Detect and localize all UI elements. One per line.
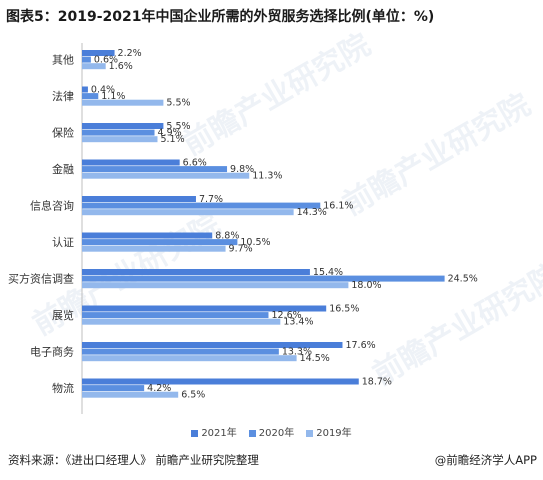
category-label: 信息咨询 <box>30 198 74 212</box>
bar <box>82 86 88 93</box>
data-label: 12.6% <box>271 310 301 321</box>
bar <box>82 355 297 362</box>
category-label: 法律 <box>52 89 74 103</box>
legend-swatch <box>306 429 314 437</box>
bar <box>82 99 164 106</box>
bar <box>82 239 238 246</box>
category-label: 物流 <box>52 381 74 395</box>
category-label: 电子商务 <box>30 344 74 358</box>
bar <box>82 275 445 282</box>
data-label: 14.3% <box>297 207 327 218</box>
category-label: 金融 <box>52 162 74 176</box>
legend-label: 2019年 <box>316 428 352 439</box>
bar <box>82 318 281 325</box>
source-note: 资料来源：《进出口经理人》 前瞻产业研究院整理 <box>8 453 259 467</box>
bar <box>82 63 106 70</box>
data-label: 6.5% <box>181 390 205 401</box>
bar <box>82 305 327 312</box>
bar <box>82 269 310 275</box>
bar <box>82 282 349 289</box>
data-label: 14.5% <box>300 353 330 364</box>
legend-label: 2021年 <box>201 428 237 439</box>
data-label: 10.5% <box>240 237 270 248</box>
bar <box>82 312 269 319</box>
data-label: 24.5% <box>448 273 478 284</box>
bar <box>82 159 180 166</box>
category-label: 其他 <box>52 53 74 66</box>
data-label: 0.6% <box>94 54 118 65</box>
bar <box>82 56 91 63</box>
bar <box>82 136 158 143</box>
data-label: 7.7% <box>199 194 223 205</box>
data-label: 13.4% <box>283 317 313 328</box>
legend-swatch <box>248 429 256 437</box>
data-label: 4.9% <box>158 127 182 138</box>
category-label: 认证 <box>52 236 74 249</box>
bar <box>82 196 196 202</box>
bar <box>82 385 145 392</box>
bar <box>82 232 213 239</box>
bar <box>82 93 99 100</box>
legend-item: 2020年 <box>248 424 295 439</box>
data-label: 11.3% <box>252 171 282 182</box>
data-label: 15.4% <box>313 267 343 278</box>
legend-item: 2021年 <box>191 424 237 439</box>
bar <box>82 391 179 398</box>
bar <box>82 348 279 355</box>
data-label: 1.1% <box>101 91 125 102</box>
bar <box>82 123 164 129</box>
legend-swatch <box>191 429 199 437</box>
data-label: 9.7% <box>229 244 253 255</box>
data-label: 17.6% <box>345 340 375 351</box>
legend-item: 2019年 <box>306 424 352 439</box>
data-label: 0.4% <box>91 84 115 95</box>
bar-chart: 0.0%5.0%10.0%15.0%20.0%25.0%30.0%其他2.2%0… <box>8 43 478 414</box>
data-label: 18.7% <box>362 376 392 387</box>
category-label: 展览 <box>52 308 74 322</box>
category-label: 保险 <box>52 125 74 139</box>
bar <box>82 342 343 348</box>
bar <box>82 166 228 173</box>
bar <box>82 209 294 216</box>
data-label: 1.6% <box>109 61 133 72</box>
data-label: 5.5% <box>166 98 190 109</box>
bar <box>82 172 250 179</box>
bar <box>82 129 155 136</box>
bar <box>82 378 359 385</box>
data-label: 5.1% <box>160 134 184 145</box>
legend-label: 2020年 <box>258 428 295 439</box>
category-label: 买方资信调查 <box>8 271 74 285</box>
bar <box>82 50 115 56</box>
chart-title: 图表5：2019-2021年中国企业所需的外贸服务选择比例(单位：%) <box>6 9 435 25</box>
brand-note: @前瞻经济学人APP <box>434 453 537 467</box>
bar <box>82 202 321 209</box>
data-label: 16.5% <box>329 303 359 314</box>
data-label: 8.8% <box>215 230 239 241</box>
data-label: 18.0% <box>351 280 381 291</box>
data-label: 5.5% <box>166 121 190 132</box>
data-label: 9.8% <box>230 164 254 175</box>
bar <box>82 245 226 252</box>
data-label: 16.1% <box>323 200 353 211</box>
data-label: 6.6% <box>183 157 207 168</box>
data-label: 13.3% <box>282 346 312 357</box>
chart-legend: 2021年 2020年 2019年 <box>0 424 543 439</box>
data-label: 2.2% <box>118 48 142 59</box>
data-label: 4.2% <box>147 383 171 394</box>
